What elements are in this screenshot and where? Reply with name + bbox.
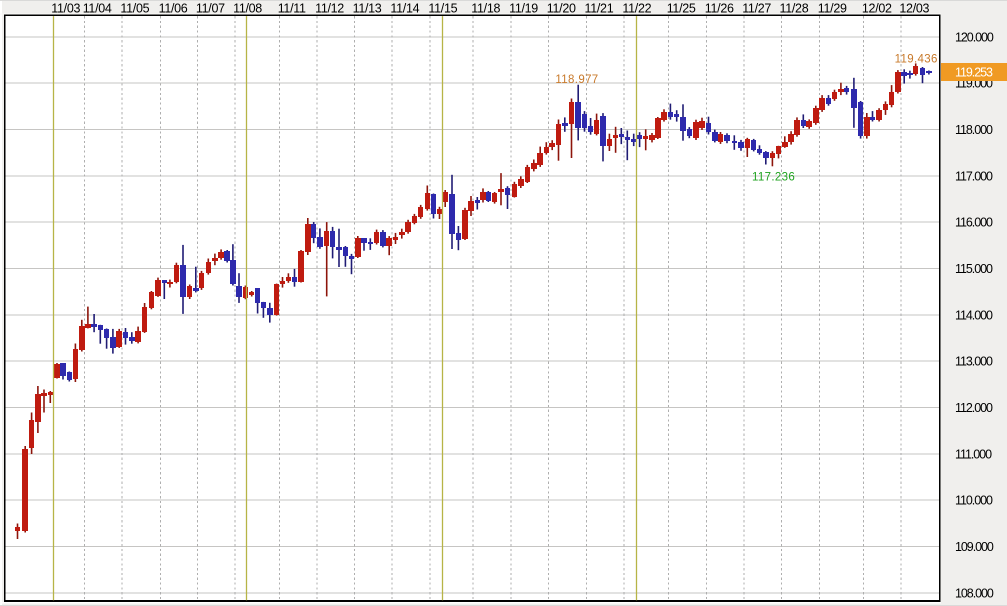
svg-text:11/03: 11/03	[51, 2, 80, 16]
svg-text:11/12: 11/12	[315, 2, 344, 16]
svg-text:11/20: 11/20	[547, 2, 576, 16]
svg-text:11/08: 11/08	[233, 2, 262, 16]
svg-text:11/05: 11/05	[120, 2, 149, 16]
svg-text:109.000: 109.000	[955, 540, 994, 554]
svg-text:119.436: 119.436	[895, 54, 938, 66]
svg-text:11/06: 11/06	[159, 2, 188, 16]
svg-text:117.000: 117.000	[955, 169, 993, 183]
svg-text:115.000: 115.000	[955, 262, 993, 276]
svg-text:11/13: 11/13	[353, 2, 382, 16]
svg-text:118.977: 118.977	[555, 74, 598, 86]
svg-text:11/18: 11/18	[471, 2, 500, 16]
svg-text:11/07: 11/07	[196, 2, 225, 16]
svg-text:11/21: 11/21	[585, 2, 614, 16]
svg-text:11/28: 11/28	[780, 2, 809, 16]
svg-text:12/03: 12/03	[899, 2, 929, 16]
svg-text:108.000: 108.000	[955, 586, 994, 600]
svg-text:11/19: 11/19	[509, 2, 538, 16]
svg-text:11/29: 11/29	[818, 2, 847, 16]
svg-text:110.000: 110.000	[955, 494, 993, 508]
svg-text:11/04: 11/04	[83, 2, 112, 16]
svg-text:11/14: 11/14	[390, 2, 419, 16]
svg-text:111.000: 111.000	[955, 447, 992, 461]
svg-text:11/11: 11/11	[278, 2, 306, 16]
svg-text:11/27: 11/27	[742, 2, 771, 16]
svg-text:120.000: 120.000	[955, 30, 994, 44]
svg-text:11/22: 11/22	[622, 2, 651, 16]
svg-text:11/25: 11/25	[667, 2, 696, 16]
svg-text:114.000: 114.000	[955, 308, 993, 322]
svg-text:118.000: 118.000	[955, 123, 993, 137]
svg-text:12/02: 12/02	[862, 2, 892, 16]
svg-text:119.253: 119.253	[955, 66, 993, 80]
svg-text:117.236: 117.236	[752, 172, 795, 184]
svg-text:11/26: 11/26	[705, 2, 734, 16]
svg-text:112.000: 112.000	[955, 401, 993, 415]
svg-text:11/15: 11/15	[428, 2, 457, 16]
svg-text:116.000: 116.000	[955, 216, 993, 230]
svg-text:113.000: 113.000	[955, 355, 993, 369]
